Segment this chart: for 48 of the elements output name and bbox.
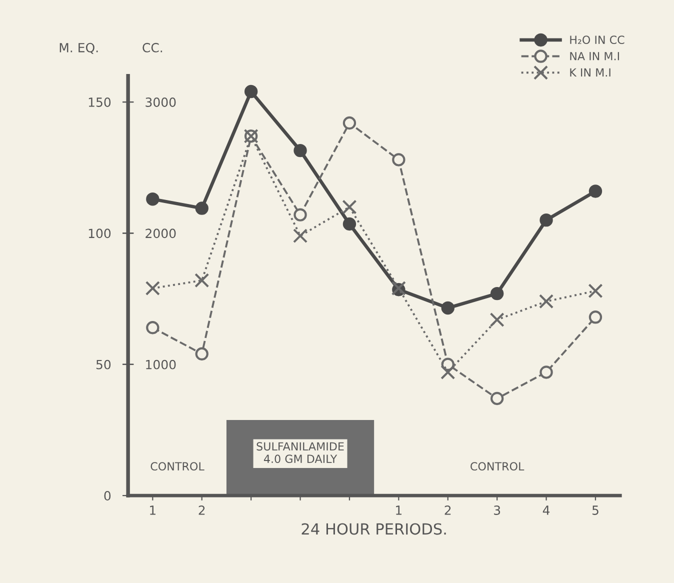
point xyxy=(490,312,504,328)
y-tick-label: 100 xyxy=(88,228,111,238)
x-tick-label: 1 xyxy=(150,506,156,515)
point xyxy=(342,200,357,214)
y-axis-title: M. EQ. xyxy=(60,42,98,54)
point xyxy=(540,366,553,379)
point xyxy=(588,184,602,198)
y2-axis-title: CC. xyxy=(142,42,162,52)
point xyxy=(540,213,553,227)
x-tick-label: 1 xyxy=(396,506,402,515)
point xyxy=(292,228,308,244)
x-tick-label: 4 xyxy=(542,506,550,515)
y-tick-label: 150 xyxy=(88,97,111,107)
point xyxy=(195,202,208,215)
point xyxy=(588,284,603,298)
x-tick-label: 3 xyxy=(494,505,500,515)
x-axis-title: 24 HOUR PERIODS. xyxy=(302,523,446,535)
point xyxy=(490,286,504,300)
x-tick-label: 2 xyxy=(198,505,205,515)
point xyxy=(342,116,356,130)
y2-tick-label: 2000 xyxy=(146,228,176,238)
y-tick-label: 0 xyxy=(104,491,111,500)
legend-label: K IN M.I xyxy=(570,68,610,76)
legend-label: H₂O IN CC xyxy=(570,36,624,44)
point xyxy=(441,301,454,315)
x-tick-label: 2 xyxy=(444,505,451,515)
point xyxy=(294,208,307,222)
point xyxy=(146,321,160,334)
point xyxy=(194,273,210,288)
annotation: CONTROL xyxy=(470,462,524,471)
y2-tick-label: 3000 xyxy=(146,97,176,107)
y-tick-label: 50 xyxy=(96,360,111,370)
annotation: CONTROL xyxy=(150,462,204,471)
point xyxy=(342,217,356,231)
point xyxy=(244,84,258,98)
y2-tick-label: 1000 xyxy=(146,360,176,370)
point xyxy=(146,192,160,206)
point xyxy=(195,347,208,360)
annotation: SULFANILAMIDE 4.0 GM DAILY xyxy=(256,442,344,464)
point xyxy=(145,281,160,296)
point xyxy=(490,392,504,406)
point xyxy=(538,294,554,309)
point xyxy=(294,144,307,158)
point xyxy=(588,310,602,324)
legend-label: NA IN M.I xyxy=(570,52,619,60)
x-tick-label: 5 xyxy=(592,506,598,515)
point xyxy=(440,364,456,380)
point xyxy=(392,153,406,166)
